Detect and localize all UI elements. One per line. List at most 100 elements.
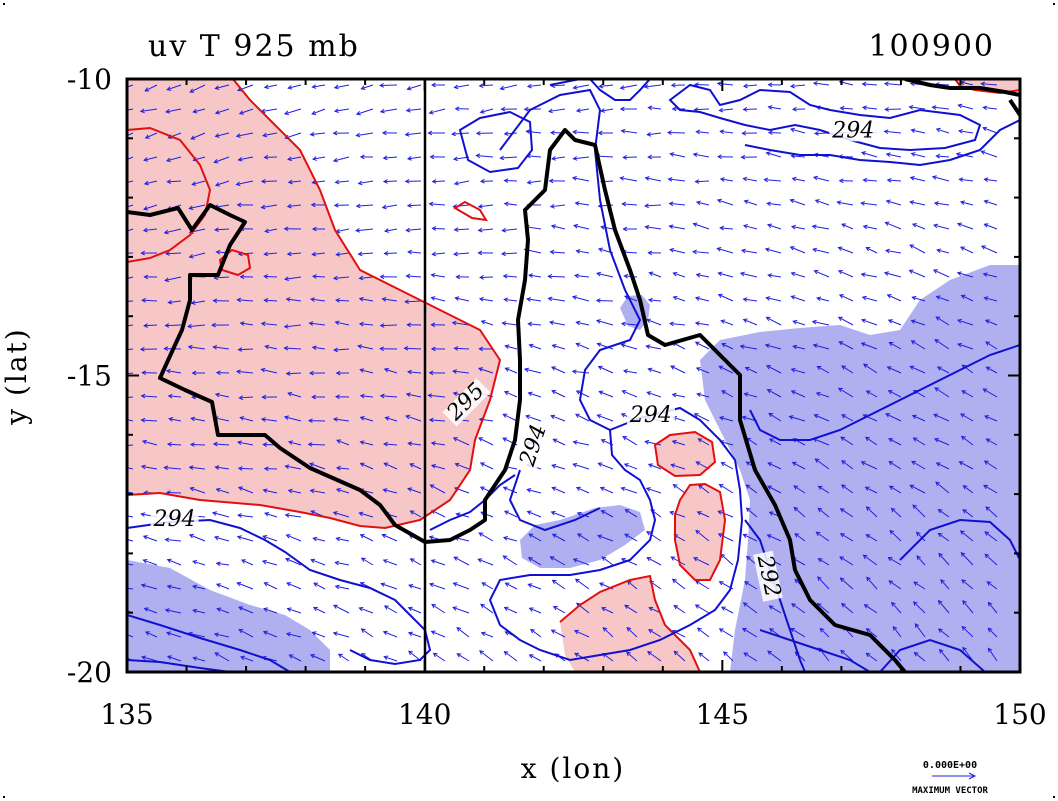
wind-vector (673, 296, 686, 302)
wind-vector (239, 108, 254, 115)
wind-vector-head (957, 342, 963, 348)
wind-vector-head (767, 273, 773, 278)
wind-vector-head (935, 295, 941, 300)
wind-vector-head (503, 297, 509, 303)
wind-vector (358, 252, 374, 255)
wind-vector-head (865, 506, 871, 511)
wind-vector (127, 132, 134, 137)
wind-vector (524, 368, 542, 374)
wind-vector-head (765, 316, 771, 321)
wind-vector (838, 247, 854, 254)
wind-vector (335, 585, 350, 590)
wind-vector (718, 294, 734, 302)
wind-vector-head (672, 271, 678, 277)
wind-vector (552, 533, 566, 542)
wind-vector-head (263, 607, 269, 612)
wind-vector (478, 228, 494, 231)
wind-vector (767, 650, 782, 662)
wind-vector (981, 83, 998, 86)
wind-vector (862, 106, 878, 110)
wind-vector (766, 297, 782, 302)
wind-vector (384, 443, 398, 446)
wind-vector (382, 534, 398, 542)
wind-vector-head (768, 511, 774, 516)
wind-vector (981, 150, 998, 158)
wind-vector (645, 204, 662, 207)
wind-vector-head (886, 366, 892, 371)
wind-vector-head (648, 271, 654, 276)
wind-vector-head (190, 135, 196, 140)
wind-vector (863, 179, 878, 182)
contour-east-1 (749, 344, 1020, 441)
wind-vector (766, 152, 782, 158)
wind-vector-head (626, 651, 631, 657)
wind-vector-head (647, 105, 653, 111)
contour-south (559, 574, 701, 672)
wind-vector (528, 392, 542, 398)
wind-vector (144, 324, 158, 327)
wind-vector (916, 555, 926, 566)
wind-vector-head (452, 369, 457, 374)
wind-vector-head (790, 627, 796, 633)
coastline (127, 79, 1020, 672)
wind-vector (670, 511, 686, 518)
wind-vector (288, 84, 302, 89)
wind-vector (934, 202, 950, 206)
wind-vector (359, 512, 374, 518)
wind-vector (984, 297, 998, 302)
wind-vector (548, 108, 566, 112)
wind-vector (888, 319, 902, 326)
wind-vector (596, 319, 614, 326)
wind-vector-head (622, 436, 628, 441)
wind-vector (671, 556, 686, 566)
wind-vector (284, 347, 302, 350)
wind-vector (552, 464, 566, 470)
wind-vector (866, 390, 878, 398)
wind-vector-head (213, 632, 219, 637)
wind-vector (983, 485, 998, 494)
wind-vector-head (865, 652, 871, 658)
wind-vector (622, 203, 638, 206)
wind-vector (819, 628, 830, 638)
wind-vector-head (956, 271, 962, 276)
wind-vector (792, 177, 806, 182)
wind-vector (767, 462, 782, 470)
wind-vector (865, 486, 878, 494)
warm-region-south (560, 576, 700, 672)
wind-vector (127, 587, 134, 590)
wind-vector (718, 510, 734, 518)
wind-vector-head (931, 105, 937, 110)
coast-ne-edge (1008, 98, 1020, 117)
wind-vector (527, 510, 542, 518)
wind-vector-head (883, 129, 889, 135)
wind-vector (623, 370, 638, 374)
wind-vector (988, 648, 998, 662)
wind-vector (602, 627, 614, 638)
wind-vector (575, 202, 590, 206)
wind-vector-head (404, 132, 410, 137)
wind-vector-head (140, 393, 146, 399)
wind-vector-head (836, 200, 842, 205)
wind-vector (793, 485, 806, 494)
wind-vector (530, 629, 542, 638)
wind-vector-head (189, 88, 195, 93)
wind-vector (932, 106, 950, 110)
wind-vector (721, 390, 734, 398)
wind-vector-head (742, 297, 748, 302)
wind-vector (552, 579, 566, 590)
wind-vector (360, 395, 374, 398)
wind-vector-head (550, 224, 556, 229)
wind-vector-head (523, 367, 529, 373)
wind-vector-head (430, 630, 436, 635)
wind-vector (891, 508, 902, 518)
wind-vector (168, 300, 182, 304)
wind-vector-head (309, 297, 315, 302)
wind-vector (576, 108, 590, 112)
wind-vector-head (333, 202, 339, 208)
wind-vector-head (283, 226, 289, 232)
wind-vector-head (263, 466, 269, 472)
wind-vector-head (285, 534, 291, 539)
wind-vector (648, 368, 662, 374)
wind-vector (264, 252, 278, 255)
wind-vector-head (789, 83, 795, 89)
